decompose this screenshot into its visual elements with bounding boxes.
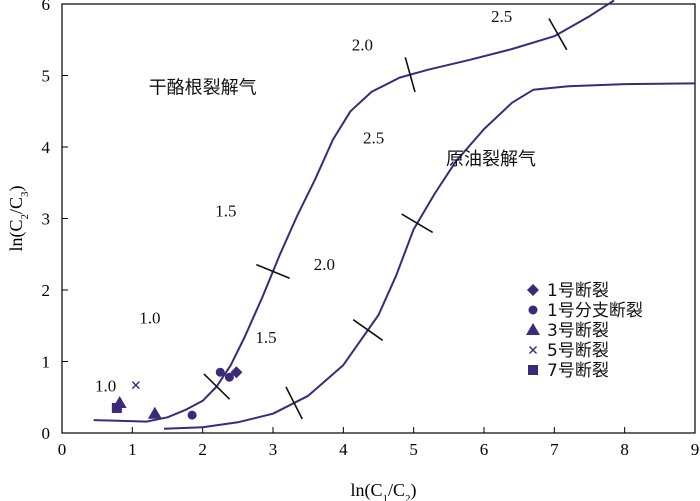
legend-label: 3号断裂 [547,321,609,341]
x-tick-label: 1 [128,440,137,459]
y-tick-label: 4 [42,138,51,157]
data-point-square [111,402,122,413]
y-tick-label: 3 [42,210,51,229]
data-point-circle [224,372,234,382]
axis-labels: ln(C1/C2) ln(C2/C3) [6,185,417,501]
legend-marker-x [529,346,537,354]
axes: 0 1 2 3 4 5 6 7 8 9 0 1 2 3 4 5 6 [42,0,700,459]
legend-label: 1号分支断裂 [547,301,643,321]
maturity-tick [203,373,231,400]
legend-label: 5号断裂 [547,341,609,361]
curve-label: 干酪根裂解气 [149,77,257,98]
maturity-label: 1.5 [255,328,276,347]
curve-label: 原油裂解气 [446,149,536,170]
curve-1 [93,0,615,423]
data-point-diamond [230,366,243,379]
x-tick-label: 2 [198,440,207,459]
x-tick-label: 0 [58,440,67,459]
x-tick-label: 7 [550,440,559,459]
legend-marker-circle [528,305,538,315]
maturity-tick [285,386,303,420]
maturity-label: 2.5 [491,7,512,26]
x-tick-label: 5 [409,440,418,459]
maturity-tick [352,319,384,342]
x-tick-label: 9 [691,440,700,459]
legend-marker-square [528,365,538,375]
data-point-triangle [147,406,162,419]
maturity-label: 2.5 [363,128,384,147]
maturity-label: 1.0 [139,309,160,328]
maturity-tick [256,263,290,279]
legend-marker-triangle [526,323,540,335]
data-point-circle [187,410,197,420]
y-tick-label: 2 [42,281,51,300]
maturity-label: 2.0 [314,255,335,274]
y-tick-label: 0 [42,424,51,443]
legend-marker-diamond [527,284,539,296]
maturity-tick [401,213,434,234]
legend-label: 1号断裂 [547,281,609,301]
data-point-circle [215,367,225,377]
legend-item: 5号断裂 [529,341,609,361]
x-axis-label: ln(C1/C2) [350,480,416,501]
legend-item: 1号分支断裂 [528,301,643,321]
maturity-label: 2.0 [352,35,373,54]
legend-item: 7号断裂 [528,361,609,381]
data-point-x [131,381,140,390]
data-points [111,366,243,420]
x-tick-label: 8 [620,440,629,459]
y-tick-label: 5 [42,67,51,86]
maturity-label: 1.5 [215,201,236,220]
legend-item: 3号断裂 [526,321,609,341]
curves: 干酪根裂解气 1.0 1.5 2.0 2.5 原油裂解气 1.5 2.0 2.5 1.0 [93,0,696,430]
maturity-tick [404,57,416,93]
y-axis-label: ln(C2/C3) [6,185,31,251]
x-tick-label: 3 [269,440,278,459]
maturity-tick [548,18,568,51]
curve-2 [163,82,696,430]
x-tick-label: 6 [480,440,489,459]
legend-label: 7号断裂 [547,361,609,381]
x-tick-label: 4 [339,440,348,459]
y-tick-label: 6 [42,0,51,14]
y-tick-label: 1 [42,353,51,372]
legend-item: 1号断裂 [527,281,609,301]
maturity-label: 1.0 [95,377,116,396]
